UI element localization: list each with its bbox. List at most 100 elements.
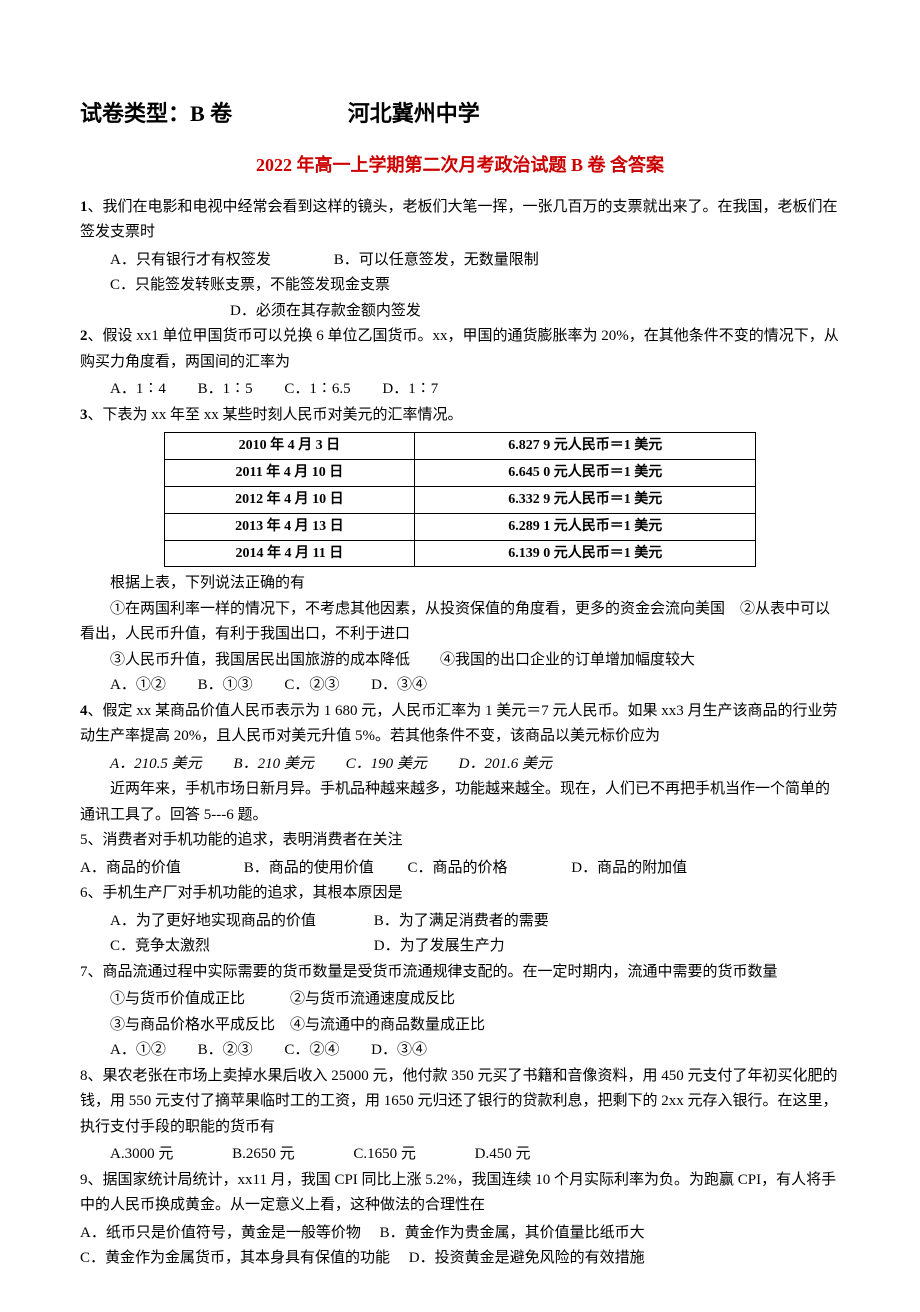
table-row: 2010 年 4 月 3 日6.827 9 元人民币＝1 美元 <box>164 433 756 460</box>
q1-opt-a: A．只有银行才有权签发 <box>110 248 330 274</box>
q5-opt-b: B．商品的使用价值 <box>244 856 404 882</box>
q6-text: 、手机生产厂对手机功能的追求，其根本原因是 <box>88 885 403 901</box>
q1-opt-d: D．必须在其存款金额内签发 <box>230 299 421 325</box>
q3-after-table: 根据上表，下列说法正确的有 <box>80 571 840 597</box>
q3-text: 、下表为 xx 年至 xx 某些时刻人民币对美元的汇率情况。 <box>88 407 463 423</box>
q3-opt-a: A．①② <box>110 673 166 699</box>
q3-opt-d: D．③④ <box>371 673 427 699</box>
school-name: 河北冀州中学 <box>348 95 480 132</box>
q8-opt-d: D.450 元 <box>475 1142 531 1168</box>
q8-opt-a: A.3000 元 <box>110 1142 173 1168</box>
q7-opt-c: C．②④ <box>284 1038 339 1064</box>
question-1: 1、我们在电影和电视中经常会看到这样的镜头，老板们大笔一挥，一张几百万的支票就出… <box>80 195 840 246</box>
q8-num: 8 <box>80 1068 88 1084</box>
table-row: 2011 年 4 月 10 日6.645 0 元人民币＝1 美元 <box>164 460 756 487</box>
q1-opt-b: B．可以任意签发，无数量限制 <box>334 248 539 274</box>
q5-opt-d: D．商品的附加值 <box>571 856 687 882</box>
q3-opts: A．①② B．①③ C．②③ D．③④ <box>80 673 840 699</box>
q5-opts: A．商品的价值 B．商品的使用价值 C．商品的价格 D．商品的附加值 <box>80 856 840 882</box>
q8-opt-b: B.2650 元 <box>232 1142 295 1168</box>
table-cell-rate: 6.139 0 元人民币＝1 美元 <box>415 540 756 567</box>
q9-opts-row1: A．纸币只是价值符号，黄金是一般等价物 B．黄金作为贵金属，其价值量比纸币大 <box>80 1221 840 1247</box>
table-cell-rate: 6.332 9 元人民币＝1 美元 <box>415 487 756 514</box>
q4-opt-c: C．190 美元 <box>346 752 427 778</box>
q9-text: 、据国家统计局统计，xx11 月，我国 CPI 同比上涨 5.2%，我国连续 1… <box>80 1172 836 1214</box>
table-cell-rate: 6.827 9 元人民币＝1 美元 <box>415 433 756 460</box>
q1-opt-c: C．只能签发转账支票，不能签发现金支票 <box>110 273 390 299</box>
table-cell-date: 2014 年 4 月 11 日 <box>164 540 414 567</box>
paper-type-label: 试卷类型：B 卷 <box>80 95 232 132</box>
q9-opts-row2: C．黄金作为金属货币，其本身具有保值的功能 D．投资黄金是避免风险的有效措施 <box>80 1246 840 1272</box>
q3-opt-b: B．①③ <box>198 673 253 699</box>
table-cell-date: 2013 年 4 月 13 日 <box>164 513 414 540</box>
question-6: 6、手机生产厂对手机功能的追求，其根本原因是 <box>80 881 840 907</box>
q2-opt-c: C．1∶6.5 <box>284 377 350 403</box>
exam-title: 2022 年高一上学期第二次月考政治试题 B 卷 含答案 <box>80 150 840 181</box>
q7-stmt-2: ③与商品价格水平成反比 ④与流通中的商品数量成正比 <box>80 1013 840 1039</box>
q7-opt-d: D．③④ <box>371 1038 427 1064</box>
question-8: 8、果农老张在市场上卖掉水果后收入 25000 元，他付款 350 元买了书籍和… <box>80 1064 840 1141</box>
q2-opt-d: D．1∶7 <box>382 377 438 403</box>
table-row: 2014 年 4 月 11 日6.139 0 元人民币＝1 美元 <box>164 540 756 567</box>
q1-opts-row1: A．只有银行才有权签发 B．可以任意签发，无数量限制 <box>80 248 840 274</box>
q4-opts: A．210.5 美元 B．210 美元 C．190 美元 D．201.6 美元 <box>80 752 840 778</box>
table-row: 2013 年 4 月 13 日6.289 1 元人民币＝1 美元 <box>164 513 756 540</box>
q2-opt-a: A．1∶4 <box>110 377 166 403</box>
q8-text: 、果农老张在市场上卖掉水果后收入 25000 元，他付款 350 元买了书籍和音… <box>80 1068 838 1135</box>
q1-opts-row3: D．必须在其存款金额内签发 <box>80 299 840 325</box>
q9-opt-b: B．黄金作为贵金属，其价值量比纸币大 <box>380 1225 645 1241</box>
q7-opts: A．①② B．②③ C．②④ D．③④ <box>80 1038 840 1064</box>
q9-opt-c: C．黄金作为金属货币，其本身具有保值的功能 <box>80 1250 390 1266</box>
q9-num: 9 <box>80 1172 88 1188</box>
q1-num: 1 <box>80 199 88 215</box>
q1-opts-row2: C．只能签发转账支票，不能签发现金支票 <box>80 273 840 299</box>
q3-rate-table: 2010 年 4 月 3 日6.827 9 元人民币＝1 美元 2011 年 4… <box>164 432 757 567</box>
q5-text: 、消费者对手机功能的追求，表明消费者在关注 <box>88 832 403 848</box>
q2-num: 2 <box>80 328 88 344</box>
q6-opts-row2: C．竞争太激烈 D．为了发展生产力 <box>80 934 840 960</box>
q7-text: 、商品流通过程中实际需要的货币数量是受货币流通规律支配的。在一定时期内，流通中需… <box>88 964 778 980</box>
q3-stmt-2: ③人民币升值，我国居民出国旅游的成本降低 ④我国的出口企业的订单增加幅度较大 <box>80 648 840 674</box>
q6-opt-d: D．为了发展生产力 <box>374 934 505 960</box>
question-5: 5、消费者对手机功能的追求，表明消费者在关注 <box>80 828 840 854</box>
q4-opt-a: A．210.5 美元 <box>110 752 202 778</box>
question-2: 2、假设 xx1 单位甲国货币可以兑换 6 单位乙国货币。xx，甲国的通货膨胀率… <box>80 324 840 375</box>
q3-opt-c: C．②③ <box>284 673 339 699</box>
table-row: 2012 年 4 月 10 日6.332 9 元人民币＝1 美元 <box>164 487 756 514</box>
passage-5-6: 近两年来，手机市场日新月异。手机品种越来越多，功能越来越全。现在，人们已不再把手… <box>80 777 840 828</box>
q2-opt-b: B．1∶5 <box>198 377 253 403</box>
q4-opt-d: D．201.6 美元 <box>459 752 552 778</box>
q4-opt-b: B．210 美元 <box>233 752 313 778</box>
q9-opt-a: A．纸币只是价值符号，黄金是一般等价物 <box>80 1225 361 1241</box>
q2-text: 、假设 xx1 单位甲国货币可以兑换 6 单位乙国货币。xx，甲国的通货膨胀率为… <box>80 328 839 370</box>
q2-opts: A．1∶4 B．1∶5 C．1∶6.5 D．1∶7 <box>80 377 840 403</box>
q7-num: 7 <box>80 964 88 980</box>
table-cell-rate: 6.645 0 元人民币＝1 美元 <box>415 460 756 487</box>
table-cell-rate: 6.289 1 元人民币＝1 美元 <box>415 513 756 540</box>
question-7: 7、商品流通过程中实际需要的货币数量是受货币流通规律支配的。在一定时期内，流通中… <box>80 960 840 986</box>
question-4: 4、假定 xx 某商品价值人民币表示为 1 680 元，人民币汇率为 1 美元＝… <box>80 699 840 750</box>
q4-num: 4 <box>80 703 88 719</box>
q7-opt-b: B．②③ <box>198 1038 253 1064</box>
table-cell-date: 2011 年 4 月 10 日 <box>164 460 414 487</box>
q5-num: 5 <box>80 832 88 848</box>
q1-text: 、我们在电影和电视中经常会看到这样的镜头，老板们大笔一挥，一张几百万的支票就出来… <box>80 199 838 241</box>
table-cell-date: 2012 年 4 月 10 日 <box>164 487 414 514</box>
table-cell-date: 2010 年 4 月 3 日 <box>164 433 414 460</box>
q6-opt-a: A．为了更好地实现商品的价值 <box>110 909 370 935</box>
q7-stmt-1: ①与货币价值成正比 ②与货币流通速度成反比 <box>80 987 840 1013</box>
q6-opt-c: C．竞争太激烈 <box>110 934 370 960</box>
q6-num: 6 <box>80 885 88 901</box>
question-9: 9、据国家统计局统计，xx11 月，我国 CPI 同比上涨 5.2%，我国连续 … <box>80 1168 840 1219</box>
q7-opt-a: A．①② <box>110 1038 166 1064</box>
q5-opt-c: C．商品的价格 <box>408 856 568 882</box>
q6-opts-row1: A．为了更好地实现商品的价值 B．为了满足消费者的需要 <box>80 909 840 935</box>
header-line: 试卷类型：B 卷 河北冀州中学 <box>80 95 840 132</box>
q4-text: 、假定 xx 某商品价值人民币表示为 1 680 元，人民币汇率为 1 美元＝7… <box>80 703 838 745</box>
q9-opt-d: D．投资黄金是避免风险的有效措施 <box>409 1250 645 1266</box>
question-3: 3、下表为 xx 年至 xx 某些时刻人民币对美元的汇率情况。 <box>80 403 840 429</box>
q8-opt-c: C.1650 元 <box>353 1142 416 1168</box>
q8-opts: A.3000 元 B.2650 元 C.1650 元 D.450 元 <box>80 1142 840 1168</box>
q3-num: 3 <box>80 407 88 423</box>
q3-stmt-1: ①在两国利率一样的情况下，不考虑其他因素，从投资保值的角度看，更多的资金会流向美… <box>80 597 840 648</box>
